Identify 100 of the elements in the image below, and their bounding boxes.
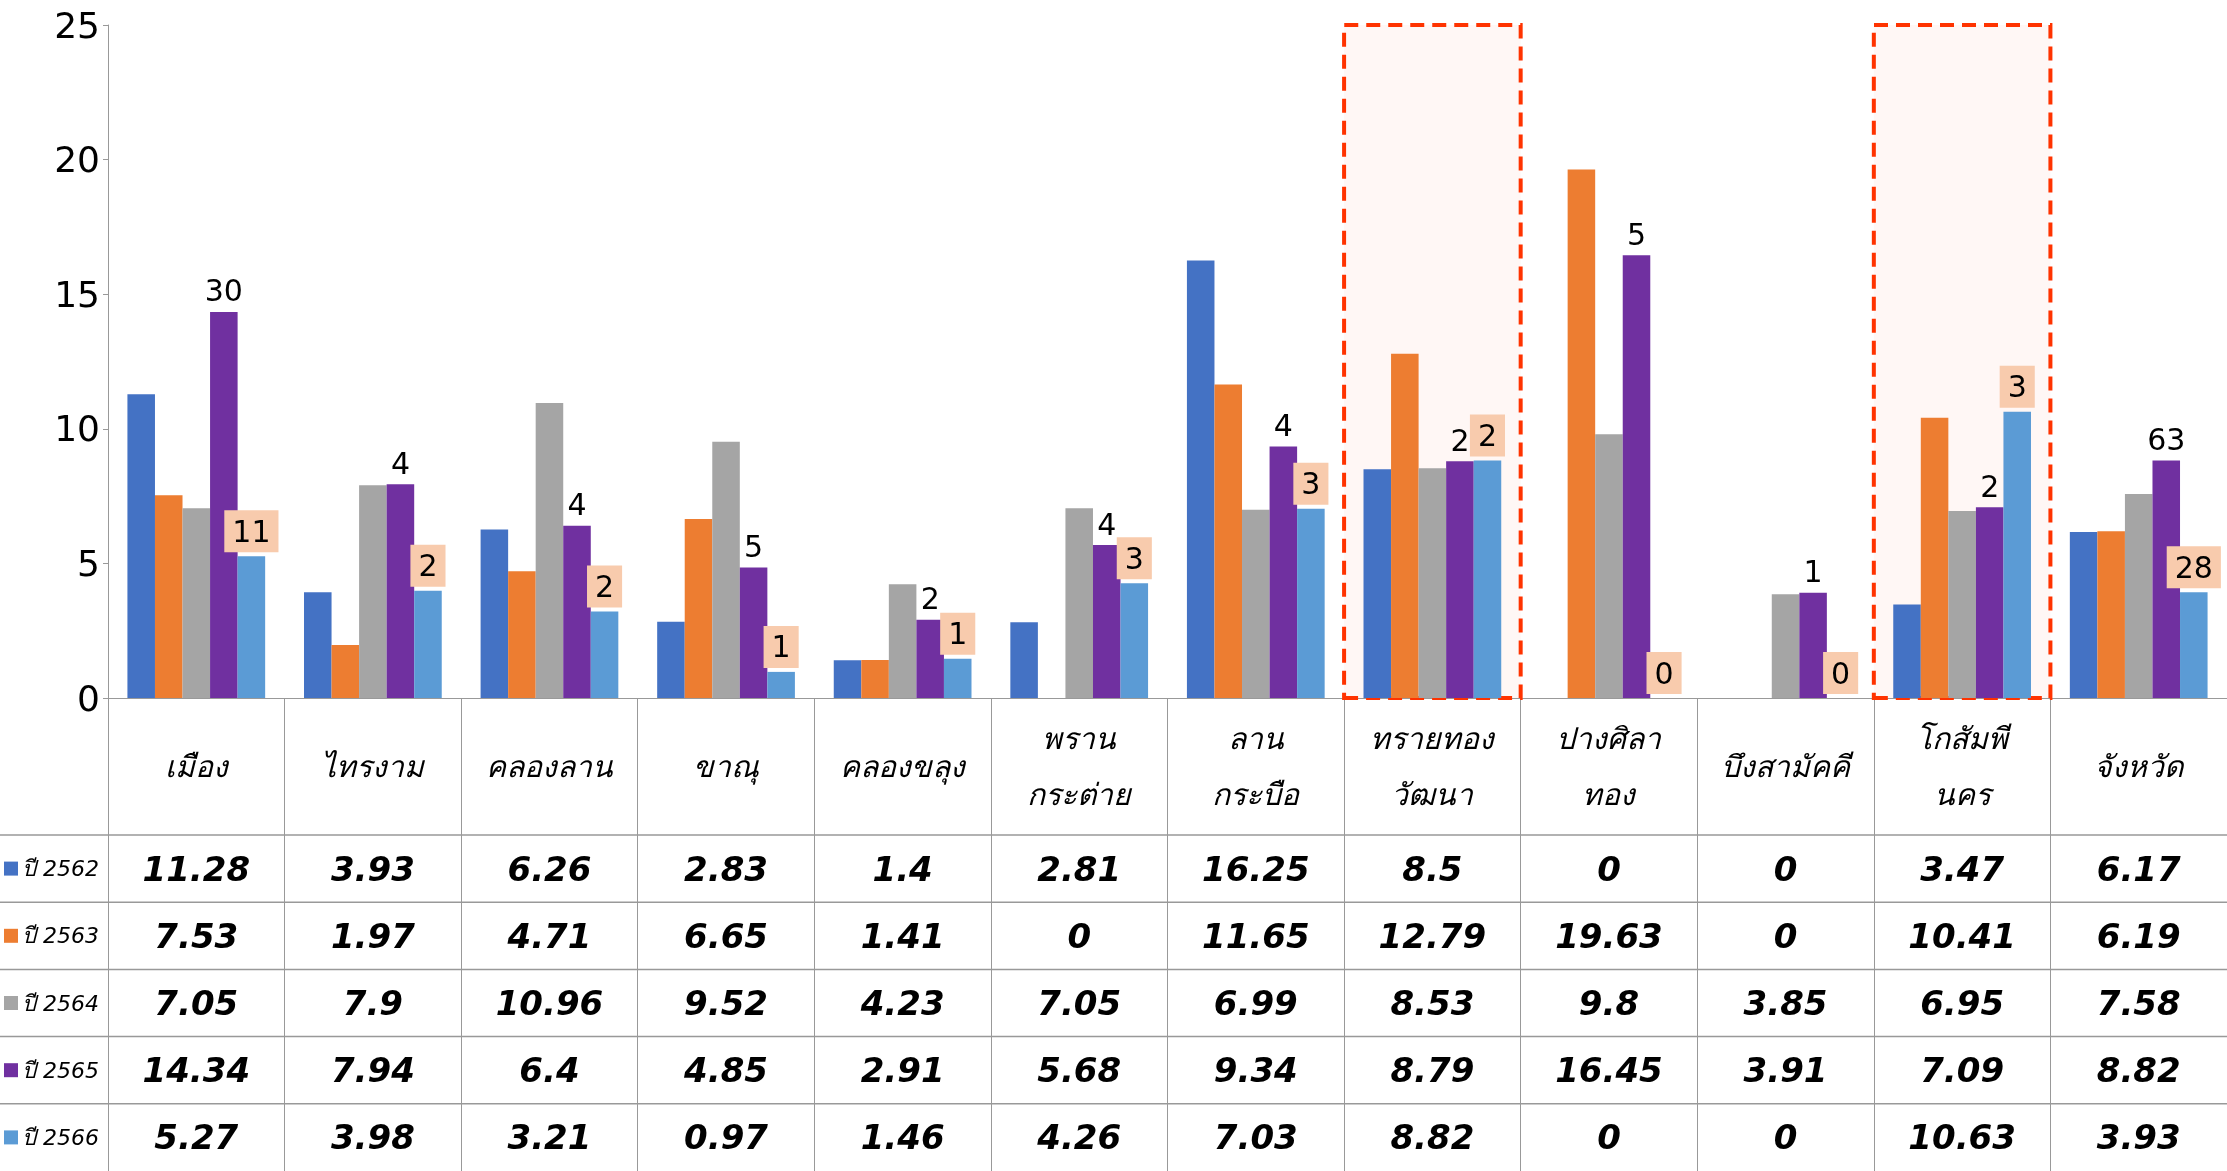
data-label: 3.85 xyxy=(1743,983,1828,1023)
data-label: 1.41 xyxy=(860,915,945,956)
bar xyxy=(1893,604,1921,698)
data-label: 9.34 xyxy=(1213,1050,1298,1091)
data-label: 7.94 xyxy=(330,1050,415,1091)
bar xyxy=(1975,507,2004,698)
data-label: 8.5 xyxy=(1402,848,1463,889)
bar xyxy=(2069,531,2098,698)
annotation: 63 xyxy=(2147,422,2186,458)
bar xyxy=(154,495,183,698)
annotation: 2 xyxy=(1450,422,1470,458)
annotation: 1 xyxy=(771,629,791,665)
annotation: 2 xyxy=(418,548,438,584)
data-label: 4.26 xyxy=(1036,1117,1122,1158)
bar xyxy=(1269,446,1298,698)
annotation: 2 xyxy=(1980,468,2000,504)
x-tick-label: ไทรงาม xyxy=(321,749,427,784)
x-tick-label: ปางศิลา ทอง xyxy=(1556,721,1663,812)
bar xyxy=(1186,260,1215,698)
data-label: 7.03 xyxy=(1213,1117,1298,1158)
bar xyxy=(1473,460,1502,698)
bar xyxy=(331,644,360,698)
data-label: 0 xyxy=(1773,915,1798,956)
data-label: 0 xyxy=(1597,848,1621,889)
data-label: 6.99 xyxy=(1213,983,1298,1023)
data-label: 8.79 xyxy=(1390,1050,1475,1091)
bar xyxy=(833,660,862,698)
data-label: 2.81 xyxy=(1037,848,1122,889)
x-tick-label: เมือง xyxy=(164,749,230,784)
bar xyxy=(1120,583,1149,698)
bar xyxy=(590,611,619,698)
annotation: 4 xyxy=(1273,408,1293,444)
y-tick-label: 10 xyxy=(54,408,100,450)
bar xyxy=(237,556,266,698)
data-label: 3.21 xyxy=(507,1117,592,1158)
x-tick-label: ทรายทอง วัฒนา xyxy=(1370,721,1497,812)
data-label: 6.17 xyxy=(2096,848,2181,889)
data-label: 16.25 xyxy=(1202,848,1310,889)
data-label: 8.82 xyxy=(1390,1117,1475,1158)
bar xyxy=(684,518,713,698)
annotation: 4 xyxy=(390,445,410,481)
x-tick-label: จังหวัด xyxy=(2094,749,2186,784)
data-label: 0 xyxy=(1773,848,1798,889)
x-tick-label: โกสัมพี นคร xyxy=(1916,721,2013,812)
x-tick-label: คลองขลุง xyxy=(840,749,968,785)
data-label: 9.52 xyxy=(684,983,768,1023)
x-tick-label: คลองลาน xyxy=(485,749,614,784)
x-tick-label: บึงสามัคคี xyxy=(1721,749,1855,784)
annotation: 3 xyxy=(1124,540,1144,576)
data-label: 3.47 xyxy=(1920,848,2005,889)
data-label: 7.05 xyxy=(1037,983,1122,1023)
bar xyxy=(1799,592,1827,698)
bar xyxy=(127,394,155,698)
annotation: 5 xyxy=(1626,216,1647,252)
bar xyxy=(1092,545,1121,698)
data-label: 1.46 xyxy=(860,1117,945,1158)
data-label: 2.91 xyxy=(860,1050,945,1091)
data-label: 0.97 xyxy=(684,1117,769,1158)
bar xyxy=(1920,417,1949,698)
data-label: 0 xyxy=(1773,1117,1798,1158)
bar xyxy=(414,590,442,698)
y-tick-label: 15 xyxy=(54,273,100,315)
bar xyxy=(739,567,768,698)
annotation: 0 xyxy=(1654,655,1674,691)
annotation: 1 xyxy=(1803,554,1823,590)
data-label: 6.95 xyxy=(1920,983,2005,1023)
annotation: 2 xyxy=(1477,418,1498,454)
x-tick-label: ลาน กระบือ xyxy=(1212,721,1302,812)
annotation: 2 xyxy=(595,569,615,605)
data-label: 7.09 xyxy=(1920,1050,2005,1091)
bar xyxy=(1391,353,1419,698)
data-label: 16.45 xyxy=(1555,1050,1663,1091)
bar xyxy=(657,621,685,698)
data-label: 6.4 xyxy=(519,1050,580,1091)
bar xyxy=(767,671,795,698)
data-label: 11.65 xyxy=(1202,915,1310,956)
data-label: 4.71 xyxy=(506,915,592,956)
data-label: 9.8 xyxy=(1578,983,1640,1023)
y-tick-label: 5 xyxy=(77,542,100,584)
bar xyxy=(1363,469,1392,698)
bar xyxy=(1010,622,1038,698)
data-label: 7.05 xyxy=(154,983,239,1023)
legend-label: ปี 2562 xyxy=(22,856,99,882)
legend-label: ปี 2564 xyxy=(22,990,99,1016)
legend-label: ปี 2566 xyxy=(22,1124,99,1150)
bar xyxy=(2097,531,2125,698)
annotation: 4 xyxy=(567,487,587,523)
data-label: 8.82 xyxy=(2096,1050,2181,1091)
x-tick-label: ขาณุ xyxy=(693,749,761,785)
bar xyxy=(1567,169,1596,698)
data-label: 6.26 xyxy=(507,848,592,889)
data-label: 3.93 xyxy=(330,848,415,889)
data-label: 14.34 xyxy=(142,1050,251,1091)
bar xyxy=(304,592,332,698)
data-label: 3.91 xyxy=(1743,1050,1828,1091)
data-label: 6.19 xyxy=(2096,915,2181,956)
data-label: 3.98 xyxy=(330,1117,415,1158)
data-label: 0 xyxy=(1067,915,1092,956)
data-label: 11.28 xyxy=(142,848,251,889)
bar xyxy=(1297,508,1325,698)
